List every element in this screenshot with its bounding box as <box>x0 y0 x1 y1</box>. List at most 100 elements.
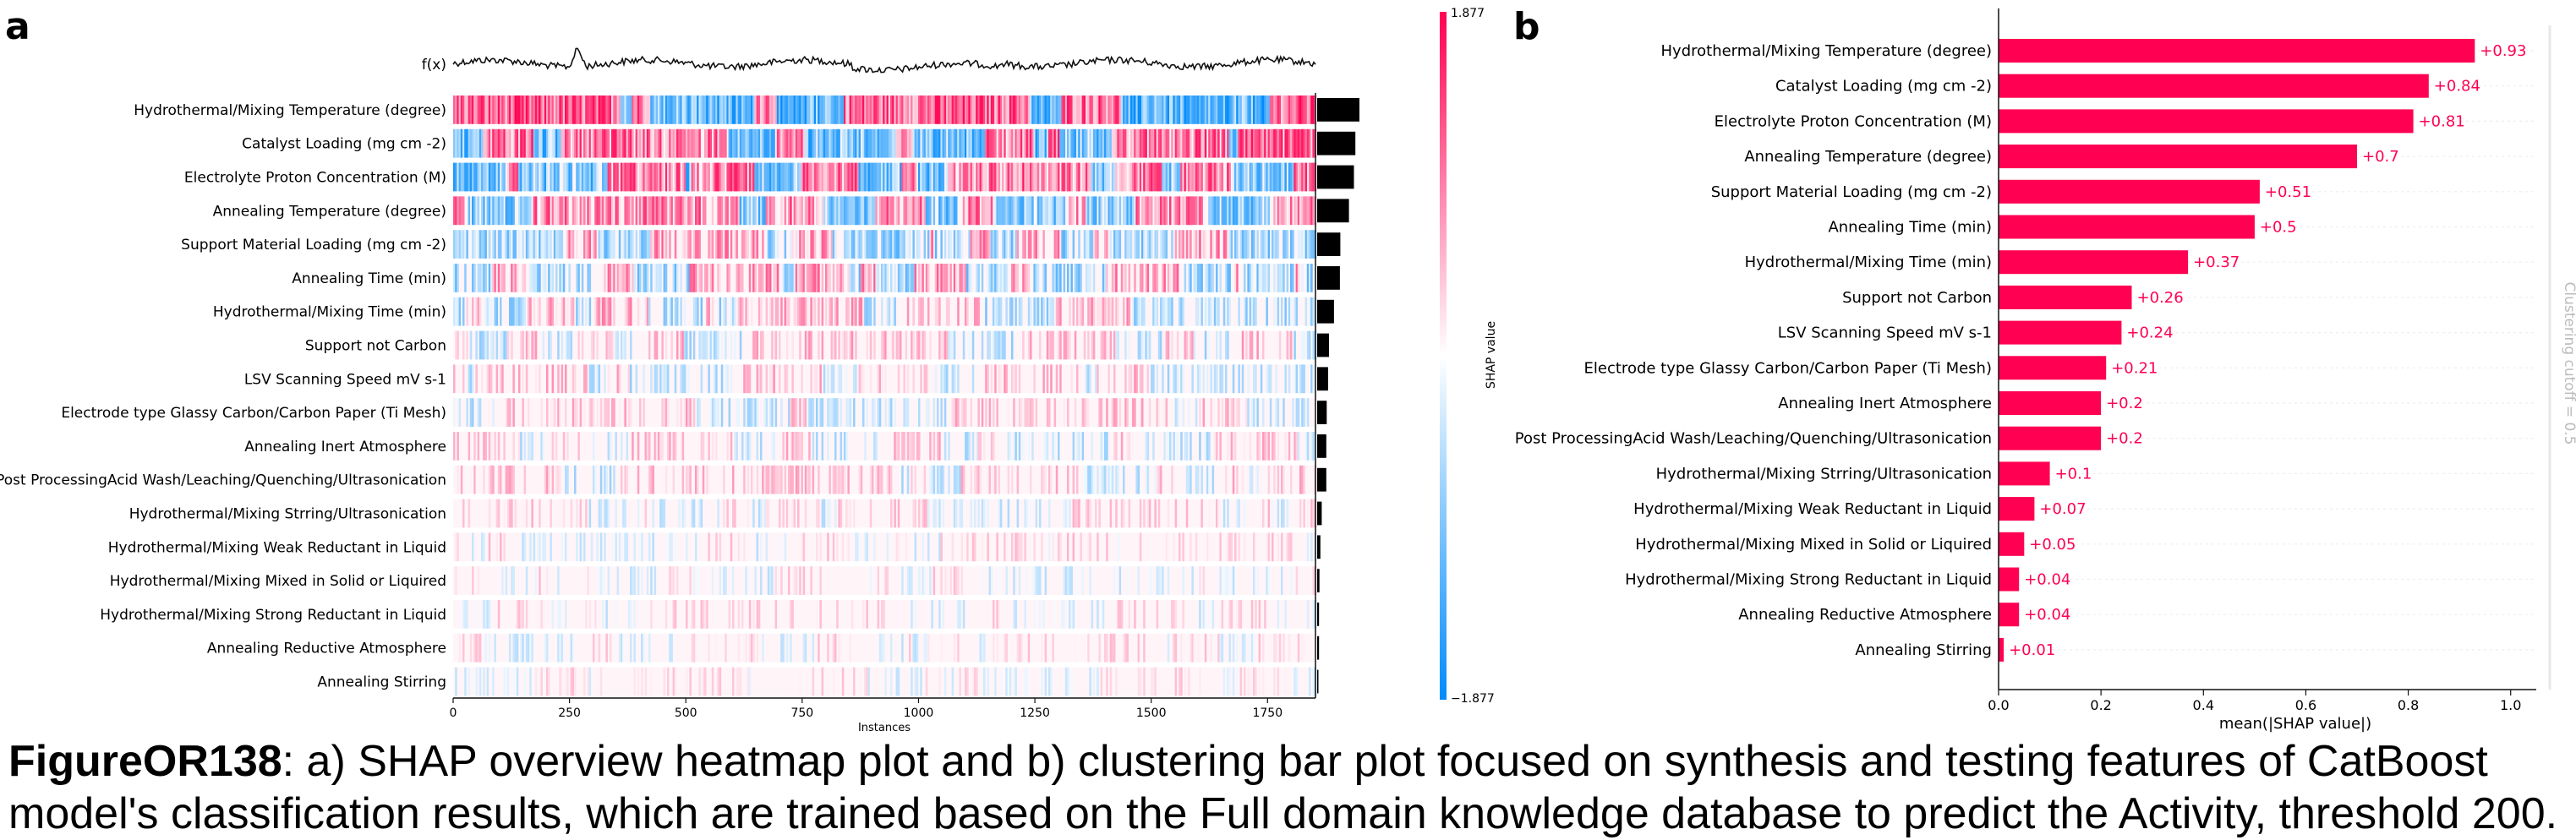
heatmap-cell <box>886 128 889 158</box>
heatmap-cell <box>1135 162 1138 192</box>
heatmap-cell <box>559 398 561 427</box>
heatmap-cell <box>1100 297 1103 326</box>
heatmap-cell <box>884 667 887 696</box>
heatmap-cell <box>621 95 623 124</box>
heatmap-cell <box>881 196 883 226</box>
heatmap-cell <box>663 398 666 427</box>
heatmap-cell <box>520 330 522 360</box>
heatmap-cell <box>568 128 571 158</box>
heatmap-cell <box>1132 398 1135 427</box>
heatmap-cell <box>511 499 513 528</box>
heatmap-cell <box>804 128 807 158</box>
heatmap-cell <box>850 600 854 629</box>
heatmap-cell <box>765 532 768 562</box>
heatmap-cell <box>853 196 856 226</box>
heatmap-cell <box>1210 600 1212 629</box>
heatmap-cell <box>588 667 592 696</box>
heatmap-cell <box>1260 364 1263 394</box>
heatmap-cell <box>565 95 567 124</box>
heatmap-x-axis-label: Instances <box>858 722 911 734</box>
heatmap-cell <box>509 230 511 259</box>
heatmap-cell <box>1146 230 1150 259</box>
heatmap-cell <box>1055 297 1058 326</box>
heatmap-cell <box>1030 297 1032 326</box>
heatmap-cell <box>483 465 485 494</box>
heatmap-cell <box>557 95 560 124</box>
heatmap-cell <box>988 196 992 226</box>
heatmap-cell <box>1100 398 1103 427</box>
heatmap-cell <box>639 230 642 259</box>
heatmap-cell <box>650 465 653 494</box>
heatmap-cell <box>1076 297 1079 326</box>
heatmap-cell <box>458 128 462 158</box>
heatmap-cell <box>1283 499 1285 528</box>
heatmap-cell <box>979 128 982 158</box>
heatmap-cell <box>477 566 480 595</box>
heatmap-cell <box>977 95 980 124</box>
heatmap-cell <box>763 128 766 158</box>
heatmap-cell <box>743 196 746 226</box>
heatmap-cell <box>626 230 629 259</box>
bar <box>1999 179 2260 204</box>
heatmap-cell <box>890 230 893 259</box>
heatmap-cell <box>780 465 783 494</box>
heatmap-cell <box>1272 230 1274 259</box>
heatmap-cell <box>1027 633 1031 663</box>
heatmap-cell <box>1244 633 1246 663</box>
heatmap-cell <box>599 667 603 696</box>
heatmap-cell <box>1146 465 1150 494</box>
heatmap-cell <box>757 600 761 629</box>
heatmap-cell <box>1035 162 1038 192</box>
heatmap-cell <box>583 196 586 226</box>
heatmap-row <box>453 230 1317 259</box>
heatmap-cell <box>551 128 555 158</box>
heatmap-cell <box>481 128 484 158</box>
heatmap-cell <box>1211 128 1215 158</box>
heatmap-cell <box>1250 633 1254 663</box>
heatmap-cell <box>1262 398 1265 427</box>
heatmap-cell <box>845 499 848 528</box>
heatmap-cell <box>1239 128 1243 158</box>
heatmap-cell <box>453 95 456 124</box>
heatmap-cell <box>1087 330 1090 360</box>
heatmap-cell <box>1191 330 1194 360</box>
heatmap-cell <box>977 465 980 494</box>
heatmap-cell <box>483 600 485 629</box>
heatmap-cell <box>576 499 578 528</box>
heatmap-cell <box>1174 162 1178 192</box>
heatmap-cell <box>892 230 894 259</box>
heatmap-cell <box>1273 128 1276 158</box>
heatmap-cell <box>1275 633 1277 663</box>
heatmap-cell <box>1020 532 1023 562</box>
heatmap-cell <box>672 95 675 124</box>
heatmap-cell <box>516 297 519 326</box>
heatmap-cell <box>611 95 614 124</box>
heatmap-cell <box>832 162 835 192</box>
heatmap-cell <box>993 95 995 124</box>
heatmap-cell <box>1070 600 1073 629</box>
heatmap-cell <box>1022 95 1025 124</box>
heatmap-cell <box>548 330 550 360</box>
heatmap-cell <box>883 162 885 192</box>
heatmap-row <box>453 532 1317 562</box>
heatmap-cell <box>1050 667 1053 696</box>
heatmap-cell <box>948 128 950 158</box>
heatmap-cell <box>661 432 664 461</box>
heatmap-cell <box>583 128 586 158</box>
heatmap-cell <box>1301 230 1304 259</box>
heatmap-cell <box>1228 95 1231 124</box>
heatmap-cell <box>1027 330 1031 360</box>
heatmap-cell <box>1146 95 1150 124</box>
heatmap-cell <box>570 667 573 696</box>
heatmap-cell <box>1013 196 1015 226</box>
heatmap-cell <box>881 95 883 124</box>
heatmap-cell <box>1024 162 1026 192</box>
heatmap-cell <box>665 128 668 158</box>
heatmap-cell <box>858 465 861 494</box>
heatmap-cell <box>1157 499 1161 528</box>
heatmap-cell <box>540 162 543 192</box>
heatmap-cell <box>672 465 675 494</box>
heatmap-cell <box>1204 600 1207 629</box>
heatmap-cell <box>1262 230 1265 259</box>
heatmap-cell <box>1184 95 1187 124</box>
